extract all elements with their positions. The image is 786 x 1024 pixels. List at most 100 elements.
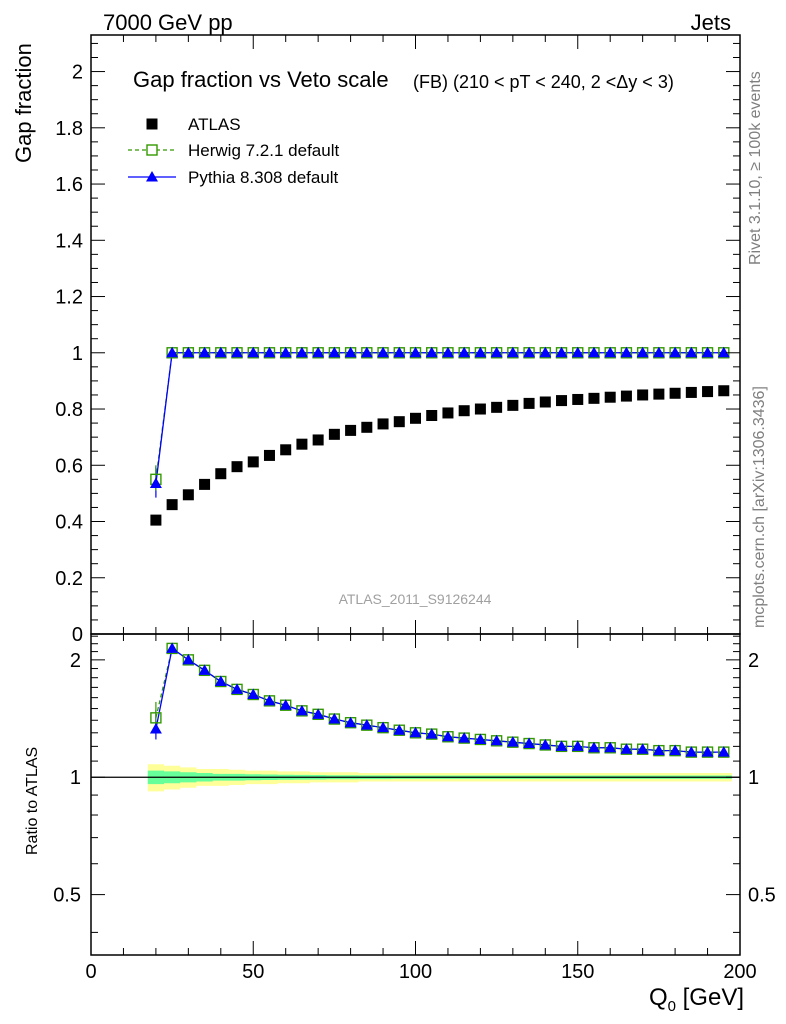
ratio-pythia-point (149, 722, 162, 734)
atlas-point (263, 449, 275, 461)
main-y-tick-label: 1 (72, 343, 83, 365)
ratio-pythia-point (506, 736, 519, 747)
main-title: Gap fraction vs Veto scale (133, 67, 389, 92)
ratio-pythia-point (701, 746, 714, 757)
ratio-pythia-point (312, 708, 325, 719)
atlas-point (328, 428, 340, 440)
x-tick-label: 100 (399, 961, 432, 983)
ratio-pythia-point (669, 744, 682, 756)
pythia-point (247, 346, 260, 358)
legend-entry-label: ATLAS (188, 115, 241, 134)
main-y-tick-label: 2 (72, 62, 83, 84)
atlas-point (604, 391, 616, 403)
ratio-pythia-point (182, 653, 195, 665)
ratio-pythia-point (409, 726, 422, 738)
pythia-point (539, 346, 552, 358)
pythia-point (377, 346, 390, 358)
pythia-point (198, 346, 211, 358)
ratio-pythia-point (425, 728, 438, 739)
ratio-pythia-point (523, 737, 536, 749)
pythia-point (344, 346, 357, 358)
main-subtitle: (FB) (210 < pT < 240, 2 <Δy < 3) (413, 72, 674, 92)
rivet-label: Rivet 3.1.10, ≥ 100k events (747, 71, 764, 265)
ratio-y-tick-label-right: 0.5 (748, 885, 776, 907)
atlas-point (620, 390, 632, 402)
pythia-point (604, 346, 617, 358)
x-tick-label: 150 (561, 961, 594, 983)
pythia-point (620, 346, 633, 358)
x-tick-label: 200 (723, 961, 756, 983)
pythia-point (669, 346, 682, 358)
ratio-pythia-point (166, 642, 179, 653)
pythia-point (425, 346, 438, 358)
main-y-tick-label: 0.8 (55, 399, 83, 421)
atlas-point (474, 403, 486, 415)
atlas-point (377, 418, 389, 430)
pythia-point (685, 346, 698, 358)
pythia-point (312, 346, 325, 358)
ratio-pythia-point (652, 744, 665, 756)
ratio-pythia-point (636, 743, 649, 754)
pythia-point (652, 346, 665, 358)
atlas-point (312, 434, 324, 446)
atlas-point (166, 499, 178, 511)
pythia-point (166, 346, 179, 358)
pythia-point (295, 346, 308, 358)
ratio-frame (90, 633, 741, 956)
atlas-point (150, 514, 162, 526)
pythia-point (717, 346, 730, 358)
atlas-point (653, 388, 665, 400)
atlas-point (182, 489, 194, 501)
atlas-point (280, 444, 292, 456)
ratio-pythia-point (604, 741, 617, 753)
ratio-herwig-point (150, 712, 162, 724)
ratio-pythia-point (247, 688, 260, 700)
main-y-tick-label: 0 (72, 624, 83, 646)
legend: ATLAS Herwig 7.2.1 default Pythia 8.308 de… (128, 115, 339, 187)
ratio-pythia-point (685, 746, 698, 757)
main-y-tick-label: 1.2 (55, 287, 83, 309)
legend-pythia-marker (146, 171, 158, 182)
pythia-point (149, 477, 162, 489)
atlas-point (539, 396, 551, 408)
legend-atlas-marker (146, 118, 158, 130)
pythia-point (393, 346, 406, 358)
atlas-point (361, 421, 373, 433)
pythia-point (506, 346, 519, 358)
main-y-tick-label: 1.8 (55, 118, 83, 140)
pythia-point (328, 346, 341, 358)
x-tick-label: 0 (85, 961, 96, 983)
herwig-line (155, 352, 724, 480)
ratio-pythia-point (717, 746, 730, 757)
x-axis-label-main: Q (649, 984, 668, 1011)
atlas-point (442, 407, 454, 419)
header-right: Jets (691, 10, 731, 35)
ratio-pythia-point (393, 724, 406, 735)
ratio-pythia-point (295, 704, 308, 716)
ratio-pythia-point (279, 699, 292, 710)
atlas-point (572, 393, 584, 405)
pythia-point (523, 346, 536, 358)
watermark: ATLAS_2011_S9126244 (339, 591, 492, 607)
pythia-point (182, 346, 195, 358)
atlas-point (345, 424, 357, 436)
pythia-point (214, 346, 227, 358)
ratio-y-label: Ratio to ATLAS (24, 747, 41, 855)
pythia-point (263, 346, 276, 358)
ratio-pythia-point (344, 716, 357, 728)
pythia-point (636, 346, 649, 358)
atlas-point (247, 456, 259, 468)
ratio-y-tick-label: 0.5 (53, 885, 81, 907)
ratio-pythia-point (263, 694, 276, 706)
legend-entry-label: Herwig 7.2.1 default (188, 141, 339, 160)
atlas-point (669, 387, 681, 399)
atlas-point (296, 438, 308, 450)
main-plot: 0 0.2 0.4 0.6 0.8 1 1.2 1.4 1.6 1.8 2 Gap fraction… (11, 34, 741, 646)
atlas-point (231, 461, 243, 473)
ratio-pythia-point (555, 740, 568, 751)
atlas-point (702, 386, 714, 398)
mcplots-label: mcplots.cern.ch [arXiv:1306.3436] (751, 386, 768, 628)
ratio-pythia-point (587, 741, 600, 753)
ratio-pythia-point (474, 733, 487, 744)
ratio-pythia-point (360, 719, 373, 730)
